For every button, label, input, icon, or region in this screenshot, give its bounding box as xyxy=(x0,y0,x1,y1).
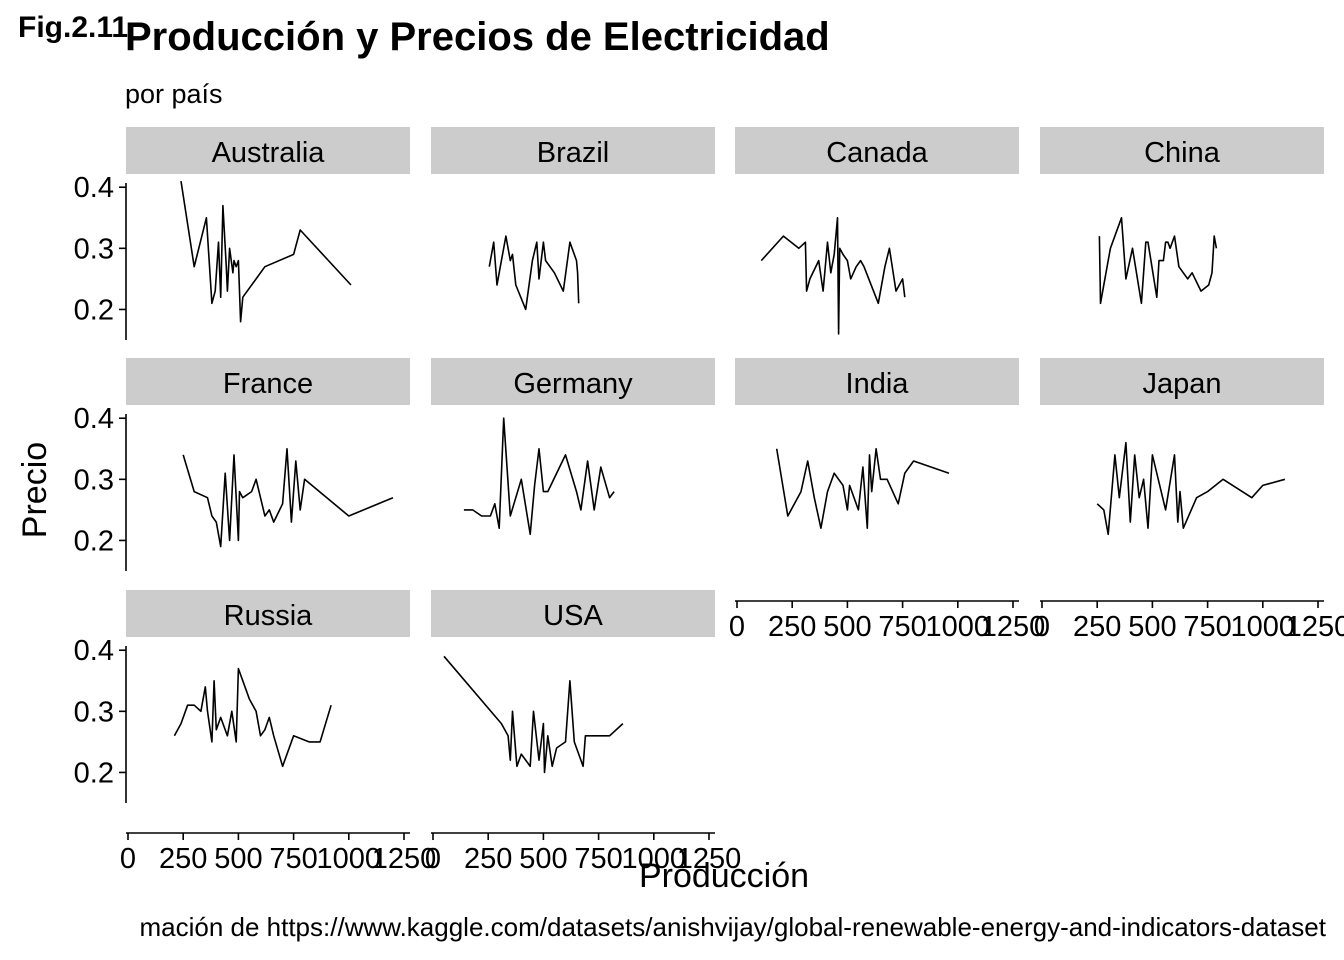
x-tick-label-india-3: 750 xyxy=(878,611,926,643)
facet-panel-brazil: Brazil xyxy=(431,127,715,311)
facet-panel-australia: Australia 0.2 0.3 0.4 xyxy=(74,127,410,340)
x-tick-label-japan-0: 0 xyxy=(1034,611,1050,643)
y-tick-label-france-2: 0.4 xyxy=(74,403,114,435)
x-tick-label-japan-1: 250 xyxy=(1073,611,1121,643)
x-tick-label-japan-3: 750 xyxy=(1183,611,1231,643)
x-tick-label-russia-0: 0 xyxy=(120,843,136,875)
y-tick-label-australia-0: 0.2 xyxy=(74,294,114,326)
series-line-france xyxy=(182,447,394,548)
y-tick-label-russia-0: 0.2 xyxy=(74,757,114,789)
series-line-india xyxy=(775,447,950,530)
facet-strip-label-japan: Japan xyxy=(1142,368,1221,400)
facet-strip-russia xyxy=(126,590,410,637)
x-tick-label-usa-5: 1250 xyxy=(677,843,742,875)
x-tick-label-japan-4: 1000 xyxy=(1231,611,1296,643)
facet-strip-label-russia: Russia xyxy=(224,600,314,632)
facet-strip-usa xyxy=(431,590,715,637)
facet-strip-label-india: India xyxy=(846,368,910,400)
facet-strip-japan xyxy=(1040,358,1324,405)
series-line-canada xyxy=(760,217,906,335)
x-tick-label-russia-1: 250 xyxy=(159,843,207,875)
facet-strip-label-germany: Germany xyxy=(513,368,633,400)
facet-panel-china: China xyxy=(1040,127,1324,305)
facet-strip-label-china: China xyxy=(1144,137,1221,169)
x-tick-label-russia-5: 1250 xyxy=(372,843,437,875)
x-tick-label-usa-3: 750 xyxy=(574,843,622,875)
series-line-japan xyxy=(1096,441,1286,536)
series-line-australia xyxy=(180,180,352,323)
facet-strip-australia xyxy=(126,127,410,174)
facet-strip-label-france: France xyxy=(223,368,313,400)
facet-panels: Australia 0.2 0.3 0.4 Brazil Canada China Franc… xyxy=(74,127,1344,875)
facet-strip-label-brazil: Brazil xyxy=(537,137,610,169)
x-tick-label-india-1: 250 xyxy=(768,611,816,643)
facet-strip-china xyxy=(1040,127,1324,174)
y-tick-label-france-0: 0.2 xyxy=(74,525,114,557)
facet-strip-france xyxy=(126,358,410,405)
x-tick-label-japan-5: 1250 xyxy=(1286,611,1344,643)
x-tick-label-russia-2: 500 xyxy=(214,843,262,875)
x-tick-label-usa-4: 1000 xyxy=(622,843,687,875)
x-tick-label-japan-2: 500 xyxy=(1128,611,1176,643)
x-tick-label-russia-4: 1000 xyxy=(317,843,382,875)
facet-panel-germany: Germany xyxy=(431,358,715,536)
series-line-brazil xyxy=(488,235,580,311)
series-line-russia xyxy=(173,667,332,768)
facet-strip-label-usa: USA xyxy=(543,600,603,632)
x-tick-label-usa-1: 250 xyxy=(464,843,512,875)
chart-caption: mación de https://www.kaggle.com/dataset… xyxy=(139,912,1326,942)
series-line-usa xyxy=(443,655,624,774)
facet-strip-india xyxy=(735,358,1019,405)
facet-panel-france: France 0.2 0.3 0.4 xyxy=(74,358,410,571)
y-tick-label-russia-1: 0.3 xyxy=(74,696,114,728)
facet-strip-canada xyxy=(735,127,1019,174)
series-line-germany xyxy=(463,417,615,536)
y-tick-label-france-1: 0.3 xyxy=(74,464,114,496)
x-tick-label-usa-0: 0 xyxy=(425,843,441,875)
facet-strip-label-australia: Australia xyxy=(212,137,326,169)
series-line-china xyxy=(1098,217,1218,305)
chart-subtitle: por país xyxy=(125,79,223,109)
y-tick-label-australia-2: 0.4 xyxy=(74,172,114,204)
figure-label: Fig.2.11 xyxy=(18,11,128,44)
chart-title: Producción y Precios de Electricidad xyxy=(125,15,830,59)
x-axis-label: Producción xyxy=(639,857,809,895)
facet-strip-brazil xyxy=(431,127,715,174)
x-tick-label-india-5: 1250 xyxy=(981,611,1046,643)
facet-strip-germany xyxy=(431,358,715,405)
x-tick-label-india-2: 500 xyxy=(823,611,871,643)
y-tick-label-russia-2: 0.4 xyxy=(74,635,114,667)
x-tick-label-india-4: 1000 xyxy=(926,611,991,643)
facet-strip-label-canada: Canada xyxy=(826,137,928,169)
facet-panel-canada: Canada xyxy=(735,127,1019,335)
x-tick-label-usa-2: 500 xyxy=(519,843,567,875)
y-tick-label-australia-1: 0.3 xyxy=(74,233,114,265)
x-tick-label-russia-3: 750 xyxy=(269,843,317,875)
y-axis-label: Precio xyxy=(16,442,54,538)
x-tick-label-india-0: 0 xyxy=(729,611,745,643)
